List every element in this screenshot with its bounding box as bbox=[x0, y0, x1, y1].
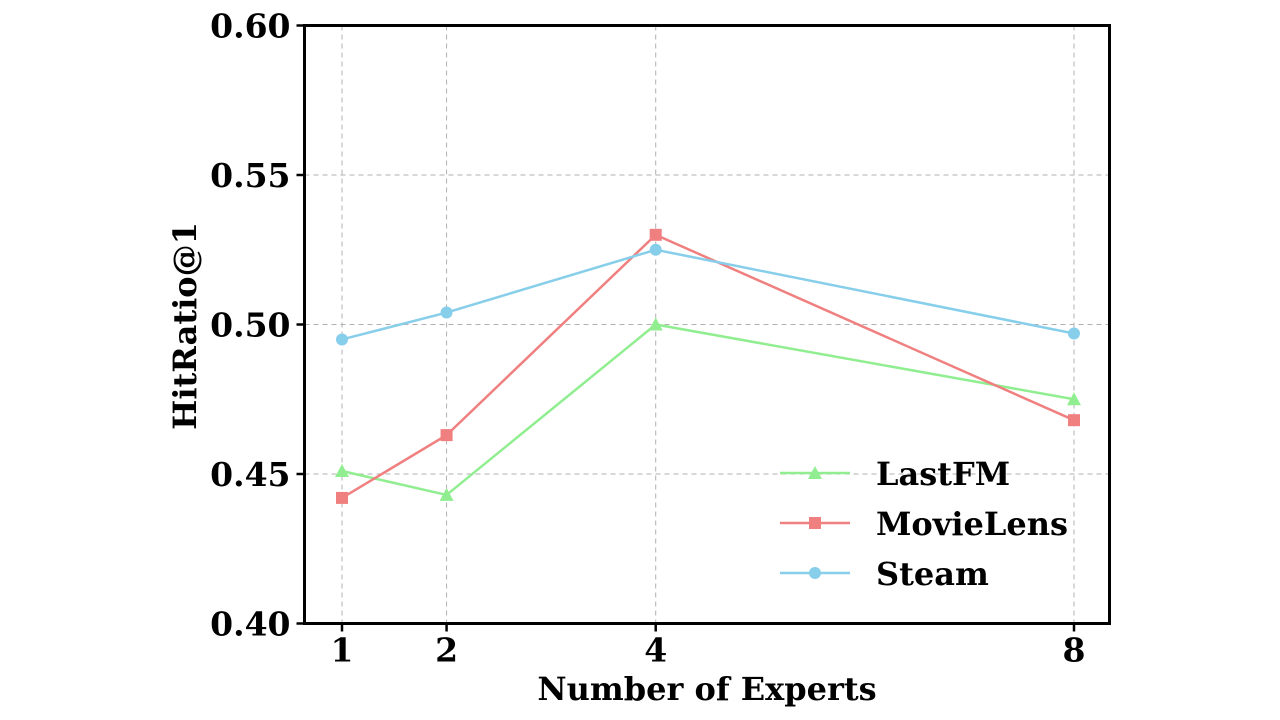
data-point bbox=[649, 243, 662, 256]
legend-label: Steam bbox=[876, 555, 989, 593]
axis-ticks: 1 2 4 8 0.40 0.45 0.50 0.55 0.60 bbox=[210, 7, 1085, 670]
y-tick-label: 0.50 bbox=[210, 306, 290, 345]
y-axis-title: HitRatio@1 bbox=[166, 222, 204, 430]
series-line bbox=[341, 323, 1075, 497]
series-steam bbox=[336, 243, 1080, 346]
series-line bbox=[341, 233, 1075, 499]
y-tick-label: 0.60 bbox=[210, 7, 290, 46]
legend-marker bbox=[808, 466, 822, 479]
data-point bbox=[336, 491, 348, 504]
y-tick-label: 0.40 bbox=[210, 605, 290, 644]
data-point bbox=[1067, 392, 1081, 406]
legend-label: MovieLens bbox=[876, 505, 1068, 543]
legend-entry: Steam bbox=[780, 555, 989, 593]
legend-entry: LastFM bbox=[780, 455, 1010, 493]
data-point bbox=[648, 317, 663, 331]
series-line bbox=[341, 248, 1075, 341]
data-point bbox=[1068, 327, 1080, 340]
x-tick-label: 4 bbox=[644, 631, 667, 670]
x-tick-label: 1 bbox=[331, 631, 354, 670]
legend-label: LastFM bbox=[876, 455, 1010, 493]
legend-marker bbox=[809, 517, 821, 529]
series-movielens bbox=[336, 228, 1080, 504]
y-tick-label: 0.55 bbox=[210, 156, 290, 195]
data-point bbox=[440, 429, 453, 442]
y-tick-label: 0.45 bbox=[210, 455, 290, 494]
series-layer bbox=[335, 228, 1081, 504]
data-point bbox=[439, 487, 454, 501]
legend-entry: MovieLens bbox=[780, 505, 1068, 543]
x-tick-label: 8 bbox=[1063, 631, 1086, 670]
series-lastfm bbox=[335, 317, 1081, 501]
data-point bbox=[336, 333, 348, 346]
legend: LastFM MovieLens Steam bbox=[780, 455, 1068, 593]
data-point bbox=[440, 306, 453, 319]
legend-marker bbox=[809, 567, 821, 579]
data-point bbox=[649, 228, 662, 241]
data-point bbox=[1068, 414, 1080, 427]
x-tick-label: 2 bbox=[435, 631, 458, 670]
data-point bbox=[335, 464, 349, 478]
x-axis-title: Number of Experts bbox=[537, 670, 876, 708]
